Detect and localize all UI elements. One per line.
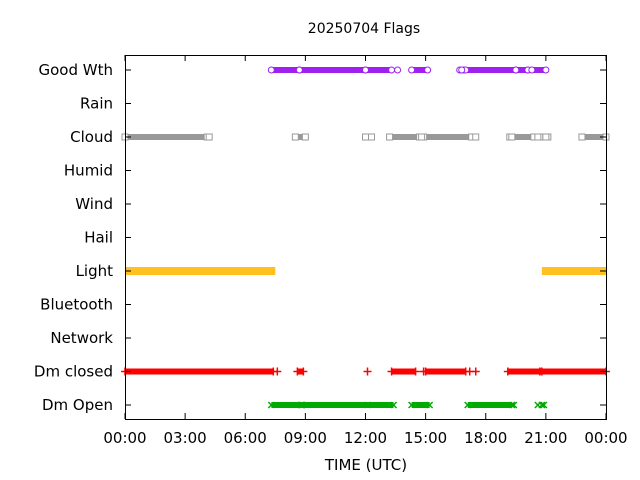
marker-cloud-2-end bbox=[368, 133, 376, 141]
interval-light-1 bbox=[541, 267, 606, 275]
point-cloud-0 bbox=[205, 133, 213, 141]
marker-good-wth-6-start bbox=[512, 66, 520, 74]
marker-good-wth-3-end bbox=[424, 66, 432, 74]
interval-good-wth-1 bbox=[299, 67, 366, 73]
point-dm-closed-5 bbox=[537, 367, 546, 376]
marker-cloud-5-end bbox=[472, 133, 480, 141]
interval-good-wth-6 bbox=[515, 67, 528, 73]
interval-dm-closed-2 bbox=[391, 368, 416, 375]
interval-dm-open-3 bbox=[467, 402, 512, 408]
interval-dm-open-1 bbox=[301, 402, 394, 408]
interval-good-wth-7 bbox=[527, 67, 546, 73]
plot-frame bbox=[125, 55, 607, 420]
row-label-good-wth: Good Wth bbox=[39, 61, 114, 79]
x-tick-label-6: 18:00 bbox=[464, 429, 507, 447]
row-label-network: Network bbox=[50, 329, 113, 347]
y-axis: Good Wth Rain Cloud Humid Wind Hail Light Bluet… bbox=[34, 61, 606, 414]
row-label-rain: Rain bbox=[80, 95, 113, 113]
marker-good-wth-2-start bbox=[362, 66, 369, 74]
x-tick-label-2: 06:00 bbox=[224, 429, 267, 447]
point-good-wth-0 bbox=[394, 66, 402, 74]
row-label-humid: Humid bbox=[64, 162, 113, 180]
point-cloud-4 bbox=[542, 133, 550, 141]
marker-dm-open-3-end bbox=[508, 401, 516, 409]
row-label-dm-closed: Dm closed bbox=[34, 363, 113, 381]
marker-dm-open-1-end bbox=[390, 401, 398, 409]
interval-good-wth-0 bbox=[271, 67, 300, 73]
interval-light-0 bbox=[125, 267, 276, 275]
point-dm-closed-0 bbox=[273, 367, 282, 376]
point-cloud-2 bbox=[508, 133, 516, 141]
interval-dm-open-2 bbox=[411, 402, 430, 408]
marker-good-wth-1-start bbox=[295, 66, 303, 74]
series-dm-closed bbox=[121, 367, 610, 376]
plot-rows bbox=[121, 66, 610, 409]
chart-title: 20250704 Flags bbox=[308, 21, 420, 37]
marker-dm-open-2-start bbox=[408, 401, 416, 409]
interval-good-wth-2 bbox=[365, 67, 392, 73]
marker-good-wth-3-start bbox=[408, 66, 416, 74]
marker-dm-open-3-start bbox=[464, 401, 472, 409]
marker-good-wth-7-end bbox=[542, 66, 550, 74]
interval-cloud-3 bbox=[389, 134, 420, 140]
point-good-wth-1 bbox=[458, 66, 466, 74]
x-tick-label-8: 00:00 bbox=[584, 429, 627, 447]
interval-good-wth-5 bbox=[465, 67, 516, 73]
series-light bbox=[125, 267, 606, 275]
marker-dm-closed-2-end bbox=[411, 367, 420, 376]
marker-good-wth-2-end bbox=[388, 66, 396, 74]
point-dm-open-4 bbox=[538, 401, 546, 409]
point-dm-closed-2 bbox=[419, 367, 428, 376]
x-tick-label-1: 03:00 bbox=[164, 429, 207, 447]
point-dm-open-5 bbox=[540, 401, 548, 409]
interval-dm-open-0 bbox=[271, 402, 302, 408]
x-axis-label: TIME (UTC) bbox=[324, 456, 407, 474]
marker-cloud-3-start bbox=[386, 133, 394, 141]
x-tick-label-0: 00:00 bbox=[103, 429, 146, 447]
point-cloud-3 bbox=[534, 133, 542, 141]
interval-dm-closed-4 bbox=[507, 368, 540, 375]
point-cloud-1 bbox=[418, 133, 426, 141]
series-cloud bbox=[121, 133, 610, 141]
row-label-hail: Hail bbox=[84, 229, 113, 247]
x-axis: 00:00 03:00 06:00 09:00 12:00 15:00 18:00 21:00… bbox=[103, 55, 628, 447]
point-good-wth-2 bbox=[528, 66, 536, 74]
interval-dm-closed-3 bbox=[425, 368, 466, 375]
interval-cloud-6 bbox=[509, 134, 534, 140]
interval-cloud-8 bbox=[581, 134, 606, 140]
marker-cloud-1-end bbox=[301, 133, 309, 141]
point-dm-open-1 bbox=[363, 401, 372, 409]
marker-good-wth-0-start bbox=[267, 66, 275, 74]
marker-dm-closed-4-start bbox=[503, 367, 512, 376]
interval-dm-closed-0 bbox=[125, 368, 274, 375]
x-tick-label-7: 21:00 bbox=[524, 429, 567, 447]
x-tick-label-5: 15:00 bbox=[404, 429, 447, 447]
interval-cloud-0 bbox=[125, 134, 208, 140]
interval-good-wth-3 bbox=[411, 67, 428, 73]
row-label-dm-open: Dm Open bbox=[42, 396, 113, 414]
marker-cloud-8-start bbox=[578, 133, 586, 141]
marker-dm-open-2-end bbox=[426, 401, 434, 409]
interval-cloud-1 bbox=[295, 134, 306, 140]
interval-cloud-4 bbox=[423, 134, 472, 140]
row-label-bluetooth: Bluetooth bbox=[40, 296, 113, 314]
row-label-light: Light bbox=[76, 262, 114, 280]
x-tick-label-3: 09:00 bbox=[284, 429, 327, 447]
series-good-wth bbox=[267, 66, 550, 74]
row-label-cloud: Cloud bbox=[70, 128, 113, 146]
point-dm-closed-4 bbox=[471, 367, 480, 376]
row-label-wind: Wind bbox=[75, 195, 113, 213]
marker-cloud-2-start bbox=[362, 133, 369, 141]
marker-cloud-1-start bbox=[291, 133, 299, 141]
point-dm-open-2 bbox=[510, 401, 518, 409]
point-dm-closed-1 bbox=[363, 367, 372, 376]
marker-dm-closed-1-end bbox=[299, 367, 308, 376]
point-dm-open-0 bbox=[298, 401, 306, 409]
x-tick-label-4: 12:00 bbox=[344, 429, 387, 447]
interval-dm-closed-5 bbox=[539, 368, 606, 375]
marker-dm-open-0-start bbox=[267, 401, 275, 409]
marker-dm-closed-2-start bbox=[387, 367, 396, 376]
series-dm-open bbox=[267, 401, 548, 409]
